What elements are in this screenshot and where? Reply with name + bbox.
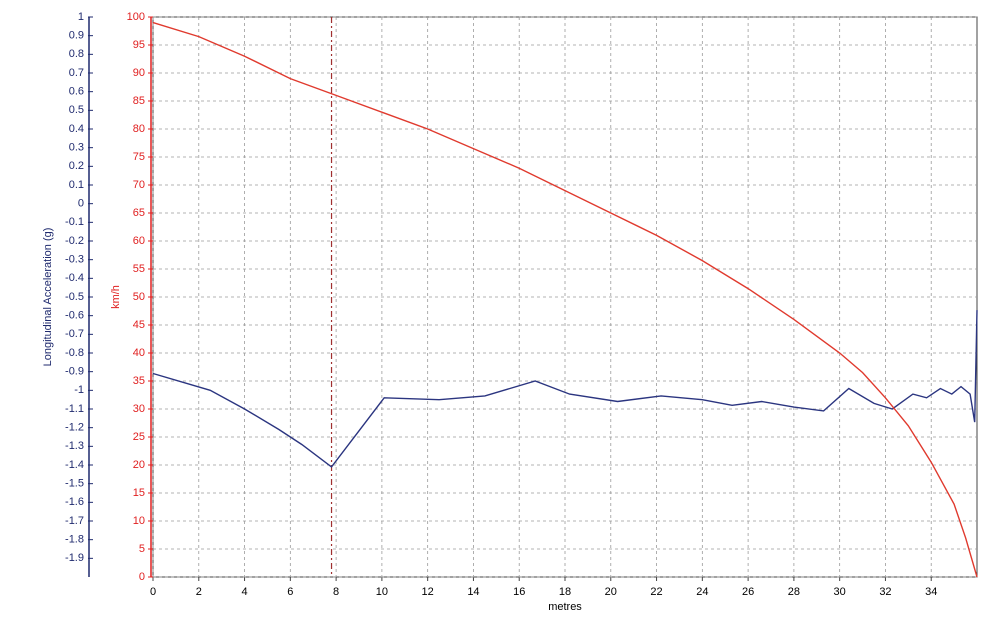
y2-axis-label: km/h [110,285,122,309]
y-tick-label: 0.9 [69,30,84,42]
y-tick-label: -1 [74,384,84,396]
y2-tick-label: 10 [133,515,145,527]
y2-tick-label: 40 [133,347,145,359]
y-tick-label: -1.3 [65,440,84,452]
y-tick-label: -0.5 [65,291,84,303]
y2-tick-label: 0 [139,571,145,583]
y2-tick-label: 55 [133,263,145,275]
y2-tick-label: 80 [133,123,145,135]
y2-tick-label: 65 [133,207,145,219]
y-tick-label: -0.6 [65,310,84,322]
y2-tick-label: 100 [127,11,145,23]
y-tick-label: -0.3 [65,254,84,266]
y-tick-label: -0.8 [65,347,84,359]
y-tick-label: -0.7 [65,328,84,340]
x-tick-label: 34 [925,586,937,598]
y-tick-label: 0.5 [69,104,84,116]
x-tick-label: 26 [742,586,754,598]
y-tick-label: 1 [78,11,84,23]
x-tick-label: 22 [650,586,662,598]
y2-tick-label: 95 [133,39,145,51]
y-tick-label: -1.2 [65,422,84,434]
x-tick-label: 8 [333,586,339,598]
x-tick-label: 18 [559,586,571,598]
x-tick-label: 12 [422,586,434,598]
y-tick-label: -1.6 [65,496,84,508]
y2-tick-label: 5 [139,543,145,555]
y2-tick-label: 25 [133,431,145,443]
y-axis-label: Longitudinal Acceleration (g) [42,228,54,367]
x-tick-label: 6 [287,586,293,598]
y-tick-label: -1.5 [65,478,84,490]
y-tick-label: -1.8 [65,534,84,546]
y2-tick-label: 50 [133,291,145,303]
y-tick-label: -1.9 [65,552,84,564]
x-tick-label: 2 [196,586,202,598]
y-tick-label: -0.4 [65,272,84,284]
y2-tick-label: 60 [133,235,145,247]
x-tick-label: 0 [150,586,156,598]
data-line [152,21,978,578]
y2-tick-label: 85 [133,95,145,107]
y2-tick-label: 35 [133,375,145,387]
y-tick-label: 0.6 [69,86,84,98]
x-tick-label: 24 [696,586,708,598]
x-tick-label: 32 [879,586,891,598]
y2-tick-label: 30 [133,403,145,415]
y-tick-label: -0.9 [65,366,84,378]
y-tick-label: -0.1 [65,216,84,228]
x-tick-label: 30 [834,586,846,598]
data-line [152,310,978,468]
y-tick-label: -0.2 [65,235,84,247]
y-tick-label: 0 [78,198,84,210]
x-tick-label: 20 [605,586,617,598]
y2-tick-label: 75 [133,151,145,163]
x-tick-label: 10 [376,586,388,598]
x-tick-label: 4 [241,586,247,598]
y-tick-label: 0.3 [69,142,84,154]
y-tick-label: 0.4 [69,123,84,135]
y2-tick-label: 20 [133,459,145,471]
y-tick-label: 0.8 [69,48,84,60]
x-tick-label: 14 [467,586,479,598]
x-tick-label: 16 [513,586,525,598]
y2-tick-label: 90 [133,67,145,79]
y-tick-label: 0.2 [69,160,84,172]
x-axis-label: metres [548,601,582,613]
y2-tick-label: 15 [133,487,145,499]
y-tick-label: -1.4 [65,459,84,471]
y-tick-label: 0.7 [69,67,84,79]
y2-tick-label: 70 [133,179,145,191]
x-tick-label: 28 [788,586,800,598]
y-tick-label: 0.1 [69,179,84,191]
y-tick-label: -1.7 [65,515,84,527]
y-tick-label: -1.1 [65,403,84,415]
y2-tick-label: 45 [133,319,145,331]
